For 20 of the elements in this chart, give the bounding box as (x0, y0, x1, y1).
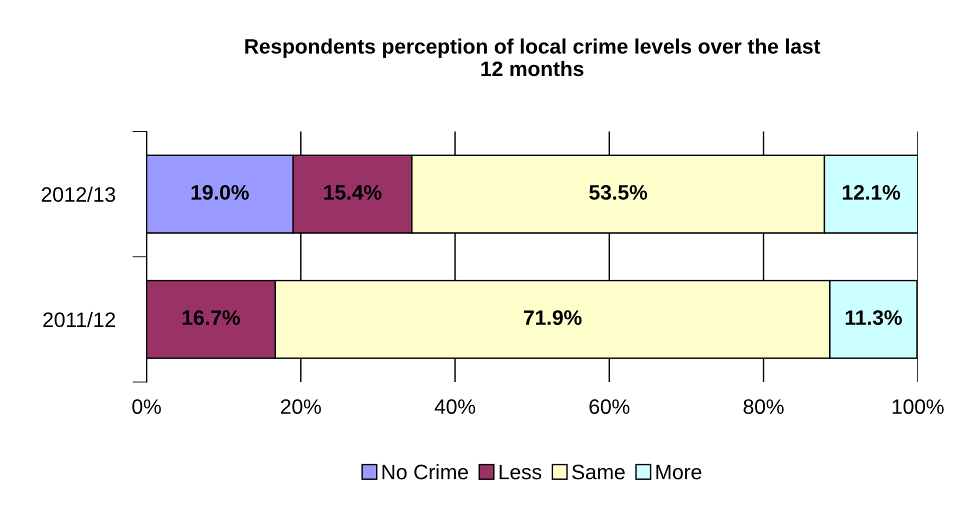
x-tick-label: 100% (892, 399, 944, 414)
x-tick-label: 80% (744, 399, 784, 414)
data-label: 19.0% (192, 185, 249, 200)
x-tick-label: 0% (132, 399, 161, 414)
x-tick-label: 60% (590, 399, 630, 414)
data-label: 15.4% (324, 185, 382, 200)
data-label: 11.3% (846, 310, 902, 326)
legend-label: More (656, 464, 702, 480)
y-tick-label: 2012/13 (42, 186, 116, 202)
x-tick-label: 20% (281, 399, 321, 414)
data-label: 12.1% (842, 185, 900, 200)
legend-label: No Crime (382, 464, 468, 480)
y-tick-label: 2011/12 (43, 312, 115, 328)
legend-label: Same (572, 464, 625, 480)
data-label: 53.5% (589, 185, 648, 200)
x-tick-label: 40% (434, 399, 476, 414)
chart-title: Respondents perception of local crime levels over the last 12 months (245, 38, 820, 76)
legend-label: Less (500, 464, 542, 480)
data-label: 71.9% (524, 310, 582, 326)
data-label: 16.7% (182, 310, 240, 326)
